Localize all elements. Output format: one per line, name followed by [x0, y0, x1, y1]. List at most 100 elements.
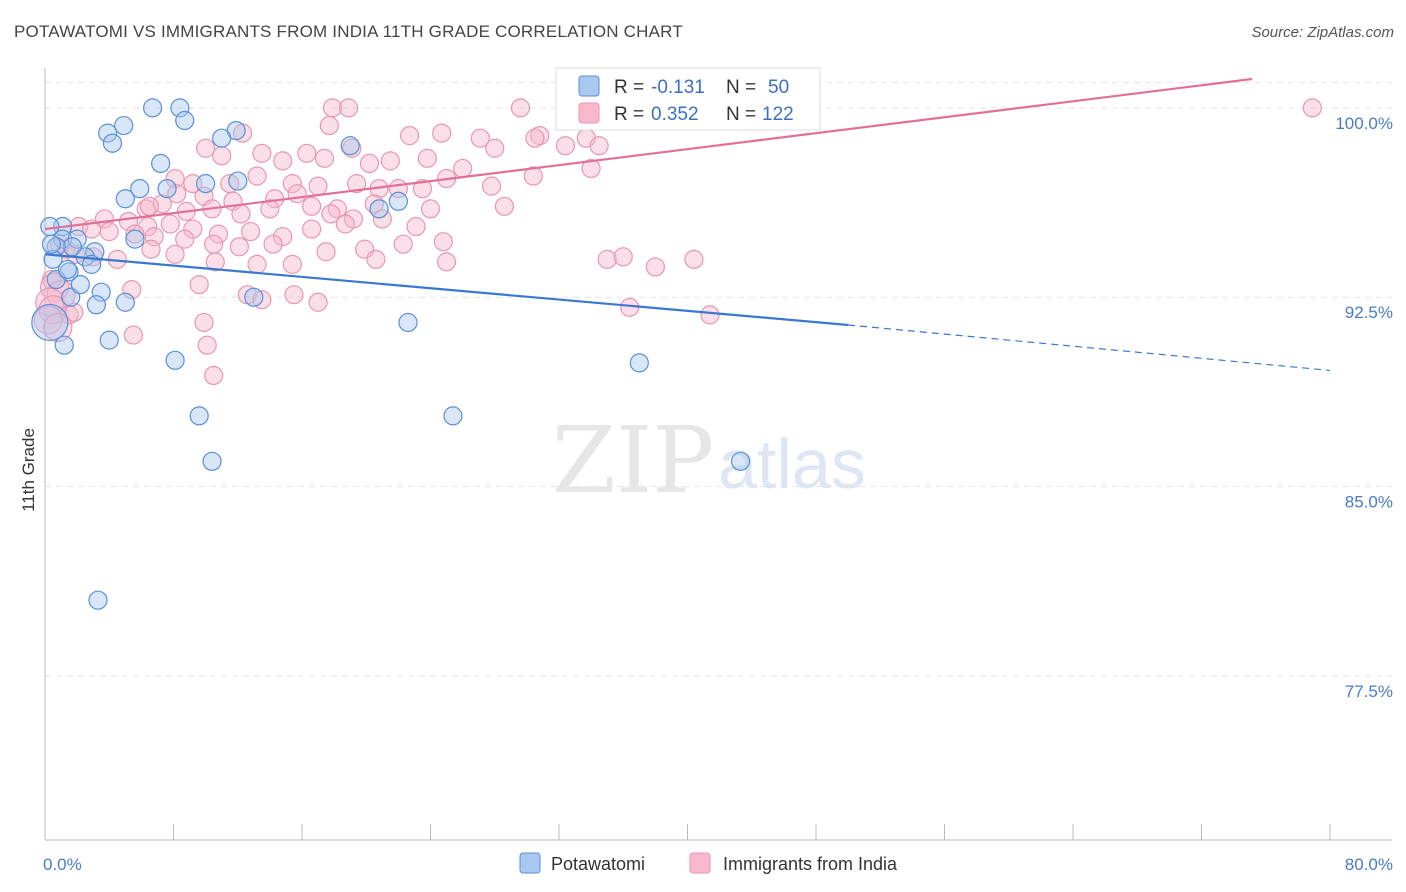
india-point-54	[406, 216, 426, 237]
legend-r-label-1: R =	[614, 77, 644, 98]
india-point-22	[453, 158, 473, 179]
potawatomi-point-5	[114, 115, 134, 136]
potawatomi-point-39	[54, 335, 74, 355]
india-point-23	[523, 166, 543, 186]
india-point-51	[321, 204, 341, 224]
india-point-107	[122, 280, 142, 300]
india-point-84	[165, 244, 185, 264]
india-point-50	[260, 199, 280, 219]
india-point-77	[433, 232, 453, 252]
india-point-74	[316, 242, 336, 262]
india-point-119	[400, 126, 420, 146]
india-point-85	[205, 252, 225, 272]
potawatomi-point-25	[125, 229, 145, 249]
x-tick-label-max: 80.0%	[1345, 855, 1393, 874]
india-point-20	[380, 151, 400, 171]
potawatomi-point-41	[629, 353, 649, 373]
india-point-5	[319, 115, 339, 136]
india-point-0	[322, 98, 343, 118]
india-point-70	[175, 229, 195, 249]
legend-r-value-1: -0.131	[651, 77, 705, 98]
india-point-110	[700, 305, 720, 325]
india-point-15	[212, 146, 232, 166]
india-point-17	[273, 151, 293, 171]
india-point-67	[99, 221, 119, 242]
potawatomi-point-7	[102, 133, 123, 153]
india-point-111	[43, 312, 73, 343]
india-point-76	[393, 234, 413, 254]
india-point-36	[167, 184, 187, 204]
india-point-91	[613, 247, 633, 267]
potawatomi-point-16	[369, 199, 389, 219]
india-point-62	[273, 227, 293, 247]
india-point-44	[494, 196, 514, 216]
india-point-59	[183, 219, 203, 239]
india-point-100	[33, 305, 63, 335]
india-point-29	[282, 174, 302, 194]
y-tick-labels: 77.5% 85.0% 92.5% 100.0%	[1335, 114, 1393, 701]
potawatomi-point-38	[99, 330, 119, 350]
potawatomi-point-15	[388, 191, 408, 211]
potawatomi-point-13	[157, 179, 177, 199]
india-point-55	[94, 209, 115, 229]
india-point-114	[204, 365, 224, 386]
x-tick-label-min: 0.0%	[43, 855, 82, 874]
potawatomi-point-14	[130, 179, 150, 199]
y-axis-label: 11th Grade	[19, 428, 38, 512]
india-point-108	[194, 312, 214, 333]
potawatomi-point-10	[151, 153, 171, 174]
potawatomi-point-31	[91, 282, 111, 302]
india-point-19	[359, 153, 380, 174]
potawatomi-point-34	[70, 274, 90, 295]
legend-n-label-1: N =	[726, 77, 756, 98]
india-point-24	[581, 158, 601, 179]
legend-r-value-2: 0.352	[651, 104, 699, 125]
india-point-35	[481, 176, 502, 196]
potawatomi-point-20	[53, 229, 73, 249]
axes	[44, 68, 1392, 841]
india-point-34	[412, 179, 433, 199]
india-point-56	[118, 211, 139, 232]
india-point-68	[125, 224, 145, 244]
india-point-87	[282, 254, 302, 274]
india-point-43	[420, 199, 441, 219]
india-point-116	[525, 128, 545, 148]
india-point-72	[229, 237, 249, 257]
india-point-106	[308, 292, 328, 312]
potawatomi-point-11	[228, 171, 248, 191]
potawatomi-point-33	[115, 292, 135, 312]
india-point-58	[160, 214, 180, 234]
india-point-49	[231, 204, 251, 224]
potawatomi-point-45	[730, 451, 751, 471]
india-point-113	[197, 335, 217, 355]
india-point-102	[189, 274, 209, 295]
india-point-117	[485, 138, 505, 158]
gridlines	[45, 82, 1392, 677]
india-point-18	[297, 143, 317, 163]
potawatomi-point-0	[143, 98, 163, 118]
india-point-41	[327, 199, 347, 219]
india-point-63	[302, 219, 322, 239]
potawatomi-point-44	[202, 451, 222, 471]
trend-lines	[44, 77, 1331, 372]
india-point-31	[347, 174, 367, 194]
source-label: Source: ZipAtlas.com	[1251, 24, 1394, 41]
potawatomi-point-35	[31, 303, 69, 342]
legend-r-label-2: R =	[614, 104, 644, 125]
india-point-64	[335, 214, 355, 234]
india-point-61	[241, 221, 261, 242]
india-point-9	[555, 136, 576, 156]
india-point-83	[141, 239, 161, 259]
india-point-69	[144, 227, 164, 247]
y-tick-label-1: 85.0%	[1345, 493, 1393, 512]
bottom-legend-india: Immigrants from India	[723, 854, 898, 874]
y-tick-label-0: 77.5%	[1345, 682, 1393, 701]
india-point-89	[436, 252, 457, 272]
india-point-30	[308, 176, 328, 196]
potawatomi-point-48	[41, 234, 62, 254]
india-point-90	[597, 249, 617, 269]
y-tick-label-2: 92.5%	[1345, 303, 1393, 322]
potawatomi-point-12	[196, 174, 216, 194]
india-point-121	[139, 196, 160, 216]
